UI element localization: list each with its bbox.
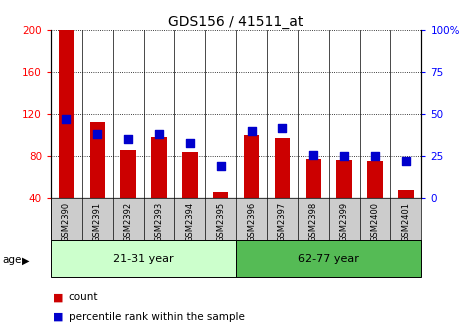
Bar [120,150,136,198]
Text: percentile rank within the sample: percentile rank within the sample [69,311,244,322]
Text: count: count [69,292,98,302]
Text: GSM2401: GSM2401 [401,202,410,242]
Point [125,137,132,142]
Text: GSM2394: GSM2394 [185,202,194,242]
Text: ■: ■ [53,292,64,302]
Bar [337,161,352,198]
Point [279,125,286,130]
Point [155,132,163,137]
Bar [59,30,74,198]
Point [371,154,379,159]
Text: GSM2400: GSM2400 [370,202,380,242]
Text: age: age [2,255,22,265]
Point [248,128,255,134]
Text: GSM2398: GSM2398 [309,202,318,242]
Point [340,154,348,159]
Point [63,117,70,122]
Bar [213,192,228,198]
Text: GSM2396: GSM2396 [247,202,256,242]
Text: GSM2393: GSM2393 [155,202,163,242]
Text: 62-77 year: 62-77 year [298,254,359,264]
Text: GSM2392: GSM2392 [124,202,132,242]
Point [217,164,225,169]
Point [402,159,410,164]
Bar [244,135,259,198]
Title: GDS156 / 41511_at: GDS156 / 41511_at [169,15,304,29]
Point [310,152,317,157]
Bar [398,190,413,198]
Text: GSM2395: GSM2395 [216,202,225,242]
Bar [151,137,167,198]
Point [186,140,194,145]
Text: GSM2399: GSM2399 [340,202,349,242]
Text: GSM2397: GSM2397 [278,202,287,242]
Text: 21-31 year: 21-31 year [113,254,174,264]
Bar [51,240,236,277]
Bar [275,138,290,198]
Bar [306,159,321,198]
Text: ▶: ▶ [22,256,30,266]
Point [94,132,101,137]
Bar [182,152,198,198]
Text: ■: ■ [53,311,64,322]
Bar [367,162,383,198]
Bar [89,122,105,198]
Bar [236,240,421,277]
Text: GSM2390: GSM2390 [62,202,71,242]
Text: GSM2391: GSM2391 [93,202,102,242]
